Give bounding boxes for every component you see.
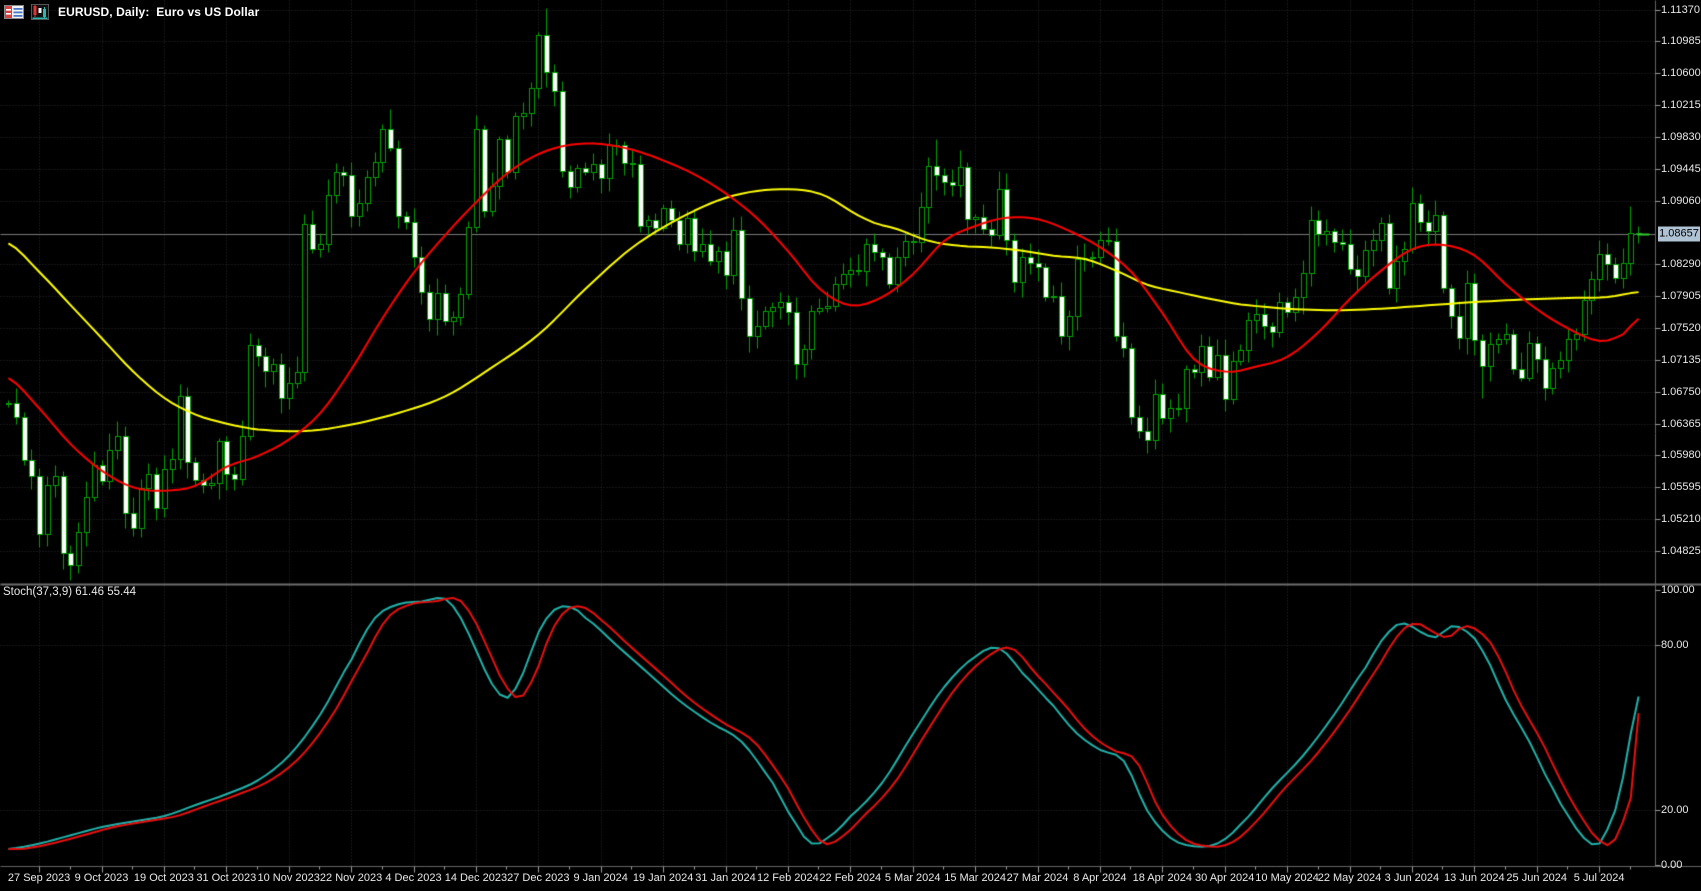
price-axis-label: 1.09060 xyxy=(1661,194,1701,207)
date-axis-label: 27 Dec 2023 xyxy=(507,872,570,884)
title-bar: EURUSD, Daily: Euro vs US Dollar xyxy=(4,3,259,21)
date-axis-label: 22 May 2024 xyxy=(1317,872,1382,884)
price-axis-drag-area[interactable] xyxy=(1656,0,1701,866)
date-axis-label: 14 Dec 2023 xyxy=(444,872,508,884)
date-axis-label: 5 Mar 2024 xyxy=(884,872,941,884)
date-axis-label: 13 Jun 2024 xyxy=(1444,872,1505,884)
stochastic-d-value: 55.44 xyxy=(107,586,137,598)
date-axis-label: 12 Feb 2024 xyxy=(757,872,819,884)
stochastic-axis-label: 0.00 xyxy=(1661,859,1683,871)
date-axis-label: 15 Mar 2024 xyxy=(944,872,1006,884)
date-axis-label: 31 Jan 2024 xyxy=(695,872,756,884)
price-axis-label: 1.06365 xyxy=(1661,417,1701,430)
ohlc-chart-icon xyxy=(31,4,51,20)
price-axis-label: 1.10985 xyxy=(1661,35,1701,48)
date-axis-drag-area[interactable] xyxy=(0,866,1701,891)
stochastic-k-value: 61.46 xyxy=(75,586,105,598)
price-axis-label: 1.08290 xyxy=(1661,258,1701,271)
date-axis-label: 22 Nov 2023 xyxy=(319,872,383,884)
date-axis-label: 18 Apr 2024 xyxy=(1132,872,1192,884)
price-axis-label: 1.07135 xyxy=(1661,353,1701,366)
date-axis-label: 5 Jul 2024 xyxy=(1573,872,1625,884)
price-axis-label: 1.11370 xyxy=(1661,3,1700,16)
date-axis-label: 9 Jan 2024 xyxy=(573,872,628,884)
stochastic-name: Stoch(37,3,9) xyxy=(3,586,73,598)
market-watch-icon xyxy=(4,4,24,20)
price-axis-label: 1.10215 xyxy=(1661,99,1701,112)
date-axis-label: 4 Dec 2023 xyxy=(385,872,442,884)
stochastic-axis-label: 100.00 xyxy=(1661,584,1695,596)
price-axis-label: 1.06750 xyxy=(1661,385,1701,398)
date-axis-label: 27 Sep 2023 xyxy=(7,872,71,884)
price-axis-label: 1.05980 xyxy=(1661,449,1701,462)
price-axis-label: 1.09830 xyxy=(1661,130,1701,143)
price-axis-label: 1.07520 xyxy=(1661,322,1701,335)
price-axis-label: 1.04825 xyxy=(1661,545,1701,557)
price-axis-label: 1.09445 xyxy=(1661,162,1701,175)
date-axis-label: 19 Oct 2023 xyxy=(133,872,194,884)
price-axis-label: 1.05595 xyxy=(1661,481,1701,494)
date-axis-label: 31 Oct 2023 xyxy=(196,872,257,884)
date-axis-label: 10 May 2024 xyxy=(1255,872,1319,884)
date-axis-label: 8 Apr 2024 xyxy=(1073,872,1127,884)
price-axis-label: 1.10600 xyxy=(1661,67,1701,80)
stochastic-axis-label: 80.00 xyxy=(1661,639,1689,651)
date-axis-label: 25 Jun 2024 xyxy=(1506,872,1567,884)
date-axis-label: 22 Feb 2024 xyxy=(819,872,882,884)
price-axis-label: 1.07905 xyxy=(1661,290,1701,303)
date-axis-label: 19 Jan 2024 xyxy=(632,872,694,884)
date-axis-label: 3 Jun 2024 xyxy=(1384,872,1440,884)
stochastic-axis-label: 20.00 xyxy=(1661,804,1689,816)
date-axis-label: 10 Nov 2023 xyxy=(257,872,320,884)
current-price-label: 1.08657 xyxy=(1657,225,1701,243)
chart-title: EURUSD, Daily: Euro vs US Dollar xyxy=(58,5,260,19)
stochastic-indicator-label: Stoch(37,3,9) 61.46 55.44 xyxy=(3,586,136,598)
date-axis-label: 27 Mar 2024 xyxy=(1006,872,1069,884)
date-axis-label: 9 Oct 2023 xyxy=(74,872,129,884)
date-axis-label: 30 Apr 2024 xyxy=(1195,872,1255,884)
price-axis-label: 1.05210 xyxy=(1661,513,1701,526)
